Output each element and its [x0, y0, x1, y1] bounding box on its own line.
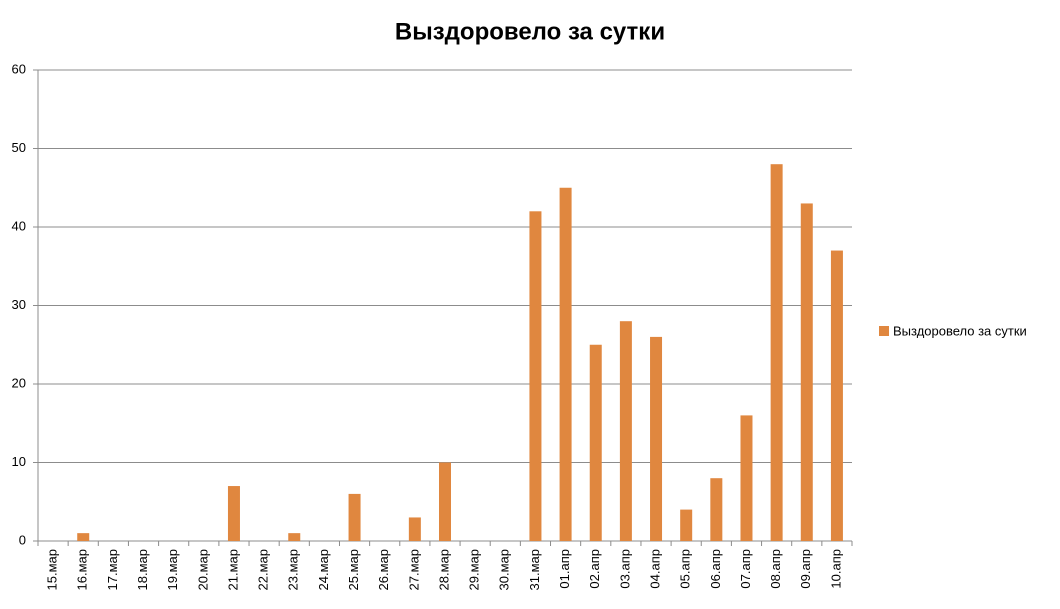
x-tick-label: 26.мар: [376, 549, 391, 590]
y-tick-label: 60: [12, 61, 26, 76]
x-tick-label: 03.апр: [617, 549, 632, 589]
bar: [288, 533, 301, 541]
x-tick-label: 28.мар: [436, 549, 451, 590]
bar: [770, 164, 783, 541]
bar: [800, 203, 813, 541]
bar: [77, 533, 90, 541]
x-tick-label: 16.мар: [75, 549, 90, 590]
x-tick-label: 31.мар: [527, 549, 542, 590]
y-tick-label: 40: [12, 218, 26, 233]
x-tick-label: 10.апр: [828, 549, 843, 589]
x-tick-label: 15.мар: [45, 549, 60, 590]
bar: [348, 493, 361, 541]
x-tick-label: 07.апр: [738, 549, 753, 589]
bar: [710, 478, 723, 541]
bar: [559, 187, 572, 541]
bar: [680, 509, 693, 541]
legend-swatch: [879, 326, 889, 336]
y-tick-label: 50: [12, 140, 26, 155]
x-tick-label: 04.апр: [647, 549, 662, 589]
x-tick-label: 19.мар: [165, 549, 180, 590]
x-tick-label: 25.мар: [346, 549, 361, 590]
x-tick-label: 27.мар: [406, 549, 421, 590]
bar: [439, 462, 451, 541]
bar: [529, 211, 542, 542]
legend-label: Выздоровело за сутки: [893, 323, 1027, 338]
x-tick-label: 06.апр: [708, 549, 723, 589]
chart-title: Выздоровело за сутки: [395, 18, 665, 45]
x-tick-label: 30.мар: [497, 549, 512, 590]
x-tick-label: 20.мар: [195, 549, 210, 590]
x-tick-label: 29.мар: [467, 549, 482, 590]
bar: [619, 321, 632, 541]
x-tick-label: 23.мар: [286, 549, 301, 590]
x-tick-label: 09.апр: [798, 549, 813, 589]
bar: [227, 486, 240, 541]
x-tick-label: 08.апр: [768, 549, 783, 589]
y-tick-label: 10: [12, 454, 26, 469]
bar: [740, 415, 753, 541]
y-tick-label: 0: [19, 532, 26, 547]
x-tick-label: 22.мар: [256, 549, 271, 590]
x-tick-label: 01.апр: [557, 549, 572, 589]
bar: [408, 517, 421, 541]
y-tick-label: 20: [12, 375, 26, 390]
x-tick-label: 02.апр: [587, 549, 602, 589]
bar: [830, 250, 843, 542]
x-tick-label: 18.мар: [135, 549, 150, 590]
x-tick-label: 21.мар: [225, 549, 240, 590]
bar: [589, 344, 602, 541]
x-tick-label: 05.апр: [678, 549, 693, 589]
bar: [650, 336, 663, 541]
y-tick-label: 30: [12, 297, 26, 312]
x-tick-label: 17.мар: [105, 549, 120, 590]
x-tick-label: 24.мар: [316, 549, 331, 590]
